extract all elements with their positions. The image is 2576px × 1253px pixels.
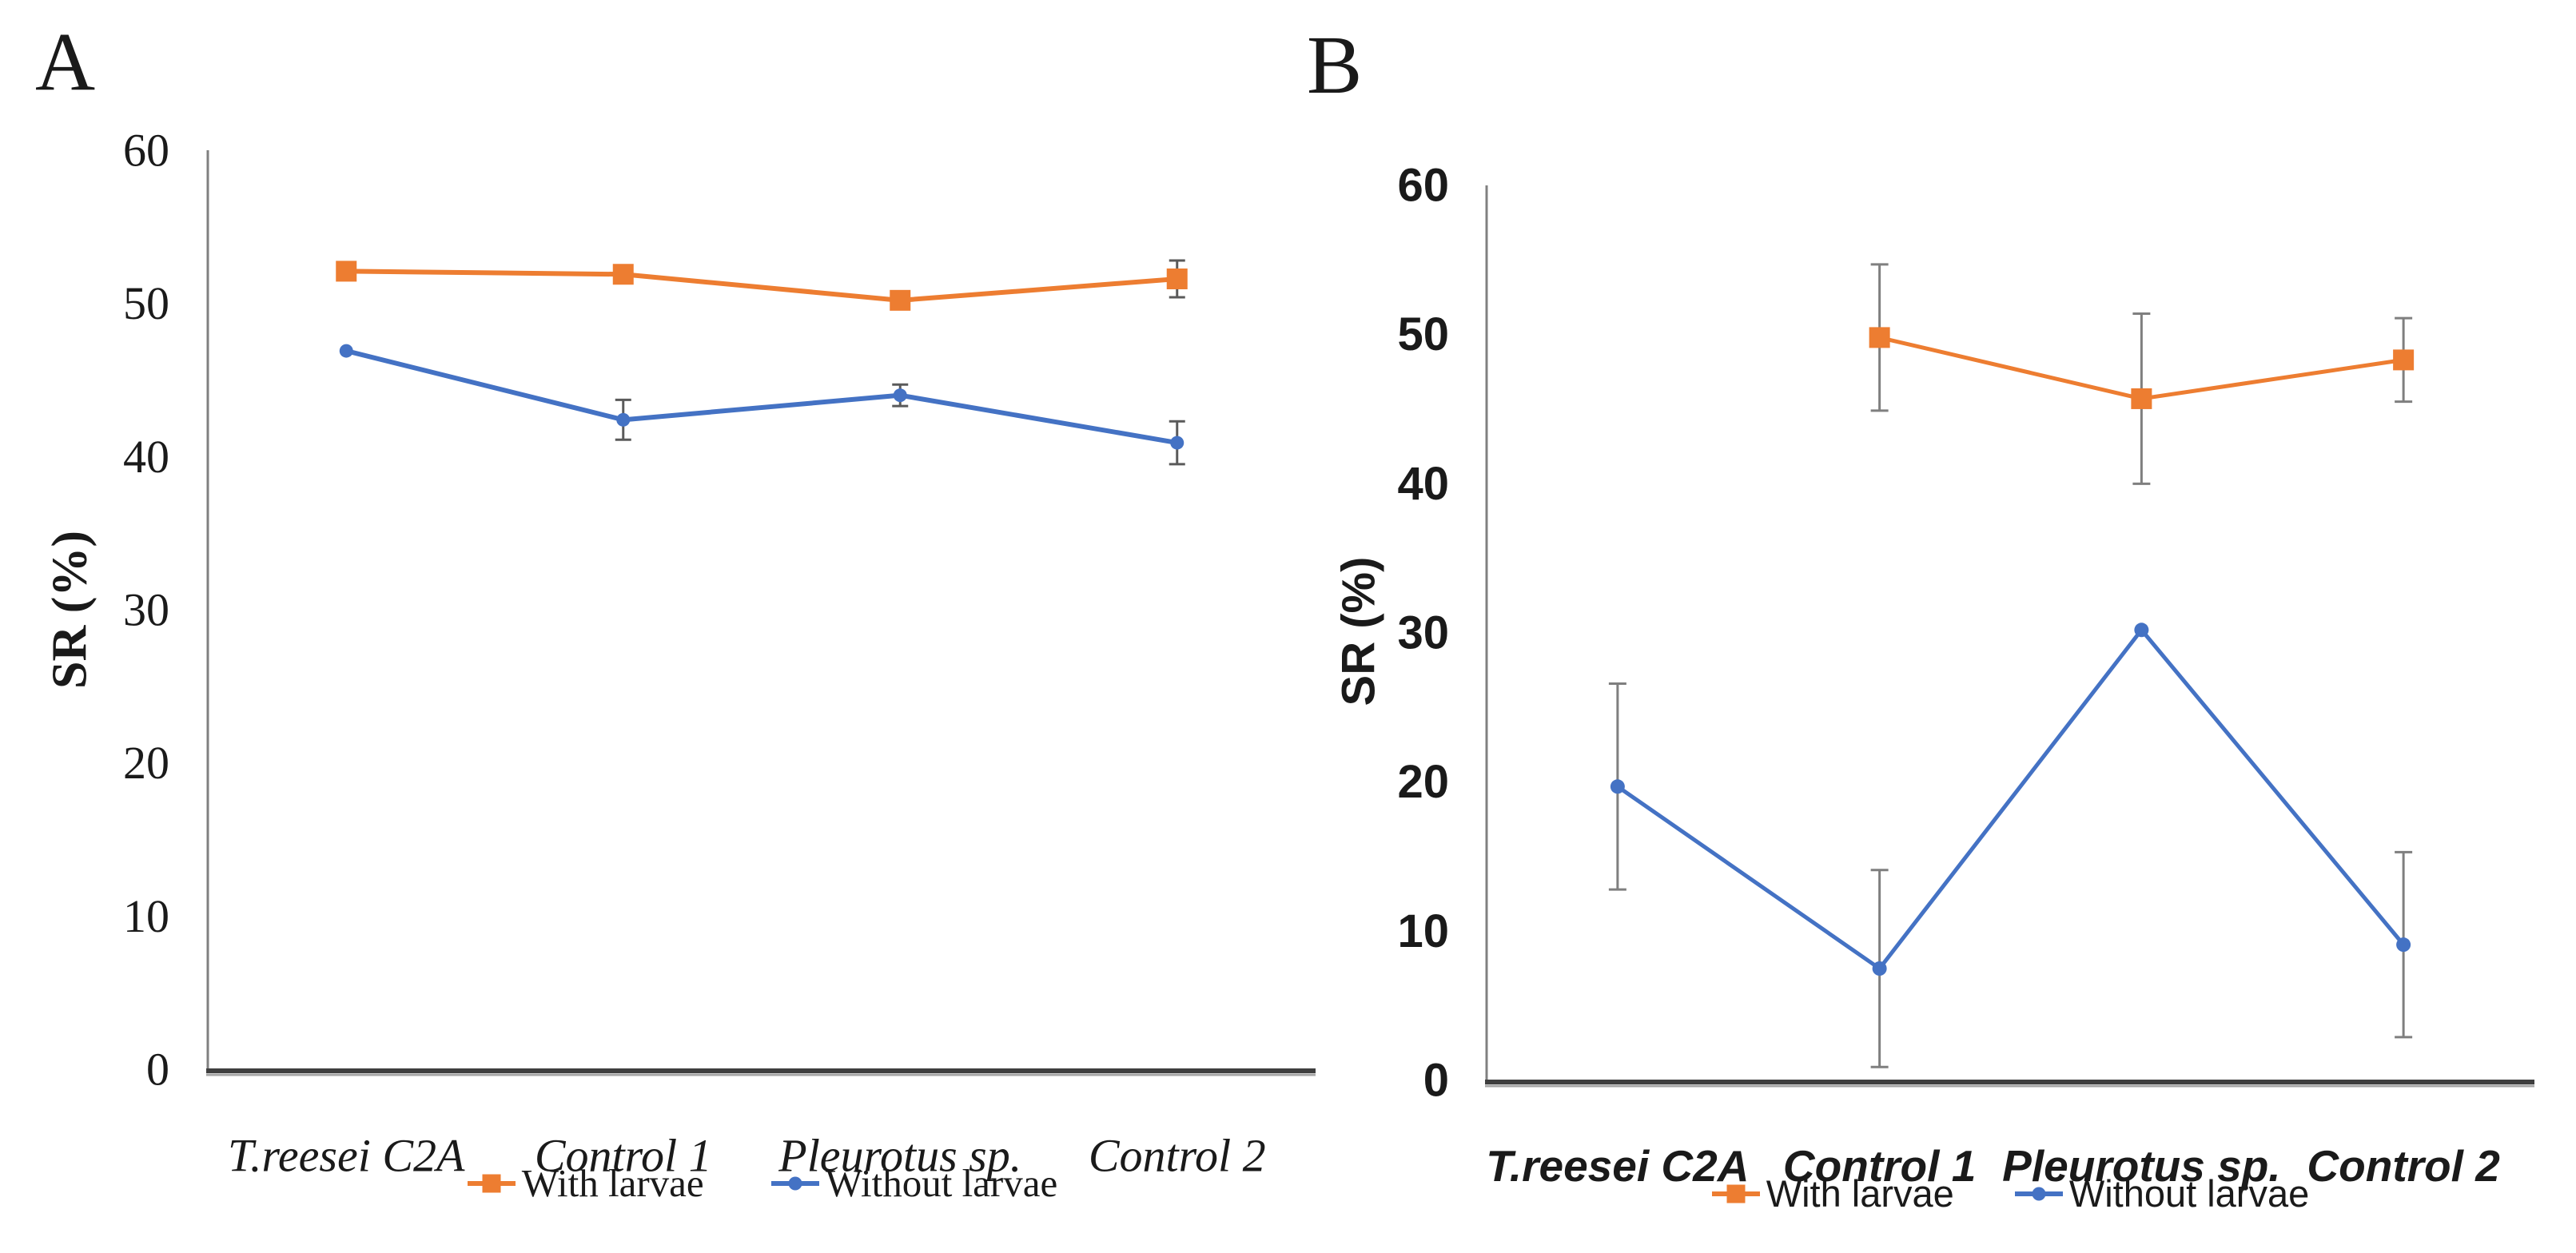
y-tick-label: 40 <box>123 431 169 483</box>
data-point-circle-without-larvae <box>616 412 631 427</box>
y-tick-label: 30 <box>1397 607 1449 659</box>
y-tick-label: 60 <box>1397 160 1449 212</box>
category-label: Control 2 <box>1089 1130 1266 1182</box>
series-line-with-larvae <box>346 268 1177 303</box>
data-point-square-with-larvae <box>1166 268 1188 289</box>
y-tick-label: 60 <box>123 125 169 177</box>
y-tick-label: 10 <box>1397 905 1449 957</box>
data-point-square-with-larvae <box>890 289 911 311</box>
legend-label-with-larvae: With larvae <box>521 1161 704 1205</box>
y-tick-label: 0 <box>1423 1055 1449 1107</box>
legend-item-without-larvae: Without larvae <box>2014 1171 2310 1215</box>
category-label: T.reesei C2A <box>228 1130 465 1182</box>
legend-item-with-larvae: With larvae <box>1711 1171 1954 1215</box>
y-tick-label: 0 <box>146 1044 169 1096</box>
category-label: Control 1 <box>1783 1141 1976 1191</box>
panel-a: A SR (%) 60 50 40 30 20 10 0 T.reesei C2A Contro… <box>35 16 1317 1206</box>
panel-b-label: B <box>1307 19 1363 111</box>
y-tick-label: 50 <box>123 277 169 329</box>
series-line-without-larvae <box>1616 627 2406 971</box>
category-label: Control 1 <box>535 1130 712 1182</box>
without-larvae-legend-marker-icon <box>770 1173 819 1194</box>
legend-label-without-larvae: Without larvae <box>2068 1172 2310 1215</box>
data-point-circle-without-larvae <box>339 344 353 358</box>
category-label: T.reesei C2A <box>1486 1141 1749 1191</box>
y-tick-label: 20 <box>1397 756 1449 808</box>
legend-item-with-larvae: With larvae <box>467 1160 704 1206</box>
with-larvae-legend-marker-icon <box>467 1173 516 1194</box>
data-point-square-with-larvae <box>612 264 634 285</box>
data-point-square-with-larvae <box>2393 349 2415 371</box>
panel-b-plot: 60 50 40 30 20 10 0 T.reesei C2A Control 1 Pleuro… <box>1397 160 2534 1191</box>
data-point-circle-without-larvae <box>1610 779 1625 794</box>
legend-label-with-larvae: With larvae <box>1766 1172 1954 1215</box>
data-point-square-with-larvae <box>1869 327 1890 348</box>
data-point-circle-without-larvae <box>1872 961 1887 976</box>
panel-a-label: A <box>35 16 96 108</box>
category-label: Pleurotus sp. <box>778 1130 1021 1182</box>
without-larvae-legend-marker-icon <box>2014 1183 2063 1204</box>
legend-item-without-larvae: Without larvae <box>770 1160 1058 1206</box>
y-tick-label: 30 <box>123 584 169 636</box>
data-point-square-with-larvae <box>336 261 357 282</box>
with-larvae-legend-marker-icon <box>1711 1183 1760 1204</box>
data-point-circle-without-larvae <box>893 388 907 403</box>
panel-a-plot: 60 50 40 30 20 10 0 T.reesei C2A Control 1 Pleuro… <box>123 125 1316 1182</box>
category-label: Pleurotus sp. <box>2002 1141 2280 1191</box>
y-tick-label: 20 <box>123 737 169 789</box>
data-point-circle-without-larvae <box>2134 623 2149 638</box>
legend-label-without-larvae: Without larvae <box>825 1161 1058 1205</box>
y-tick-label: 10 <box>123 890 169 942</box>
panel-a-legend: With larvae Without larvae <box>208 1160 1317 1206</box>
data-point-circle-without-larvae <box>2396 937 2411 953</box>
data-point-square-with-larvae <box>2131 388 2152 409</box>
data-point-circle-without-larvae <box>1170 436 1184 450</box>
y-tick-label: 50 <box>1397 308 1449 360</box>
y-tick-label: 40 <box>1397 458 1449 510</box>
panel-b: B SR (%) 60 50 40 30 20 10 0 T.reesei C2A Contro… <box>1257 0 2576 1253</box>
panel-b-legend: With larvae Without larvae <box>1487 1171 2534 1215</box>
series-line-without-larvae <box>345 348 1178 446</box>
category-label: Control 2 <box>2307 1141 2500 1191</box>
